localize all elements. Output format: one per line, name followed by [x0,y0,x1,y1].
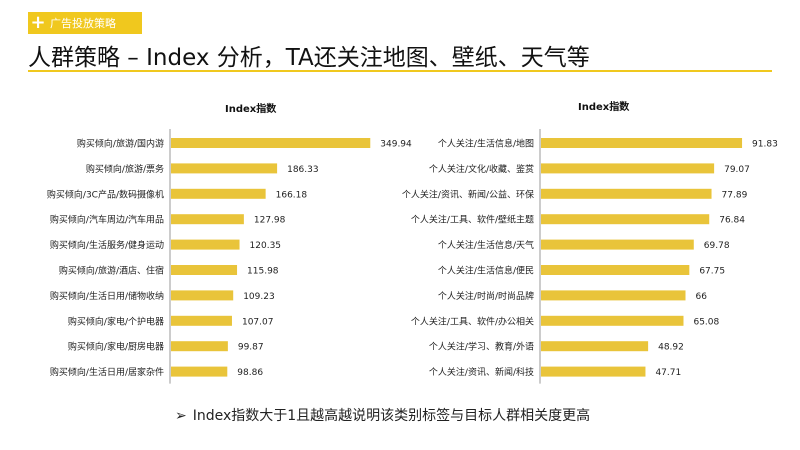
value-label: 76.84 [719,216,745,226]
bar [171,366,228,377]
value-label: 115.98 [247,267,279,277]
category-label: 购买倾向/汽车周边/汽车用品 [50,214,164,226]
category-label: 购买倾向/生活日用/储物收纳 [50,290,164,302]
category-label: 个人关注/生活信息/地图 [438,138,534,150]
plus-icon: + [30,12,46,33]
bar [541,341,649,352]
category-label: 购买倾向/旅游/票务 [86,163,164,175]
value-label: 91.83 [752,140,778,150]
value-label: 120.35 [250,241,282,251]
value-label: 79.07 [724,165,750,175]
category-label: 个人关注/资讯、新闻/科技 [429,366,534,378]
category-label: 购买倾向/家电/厨房电器 [68,341,164,353]
value-label: 65.08 [693,317,719,327]
value-label: 99.87 [238,343,264,353]
category-label: 购买倾向/生活日用/居家杂件 [50,366,164,378]
value-label: 186.33 [287,165,319,175]
value-label: 98.86 [237,368,263,378]
bar [171,188,266,199]
bar [171,163,278,174]
category-label: 个人关注/资讯、新闻/公益、环保 [402,188,534,200]
bar [541,315,684,326]
category-label: 个人关注/学习、教育/外语 [429,341,534,353]
bar [541,265,690,275]
bar [541,163,715,174]
value-label: 166.18 [276,190,308,200]
chart-title: Index指数 [578,100,630,113]
value-label: 66 [696,292,708,302]
bar [541,214,710,225]
bar [171,265,238,275]
arrow-icon: ➢ [175,408,187,424]
section-tag-label: 广告投放策略 [50,17,116,30]
category-label: 个人关注/文化/收藏、鉴赏 [429,163,534,175]
value-label: 127.98 [254,216,286,226]
value-label: 69.78 [704,241,730,251]
category-label: 购买倾向/生活服务/健身运动 [50,239,164,251]
value-label: 47.71 [655,368,681,378]
value-label: 48.92 [658,343,684,353]
value-label: 77.89 [722,190,748,200]
category-label: 购买倾向/旅游/国内游 [77,138,164,150]
category-label: 购买倾向/旅游/酒店、住宿 [59,265,164,277]
category-label: 个人关注/工具、软件/办公相关 [411,315,534,327]
value-label: 109.23 [243,292,275,302]
bar [541,239,694,250]
bar [171,214,244,225]
section-tag: + 广告投放策略 [28,12,142,34]
bar [171,239,240,250]
category-label: 购买倾向/家电/个护电器 [68,315,164,327]
bar [171,138,371,148]
bar [171,290,234,301]
category-label: 个人关注/工具、软件/壁纸主题 [411,214,534,226]
footer-note-text: Index指数大于1且越高越说明该类别标签与目标人群相关度更高 [192,408,591,424]
bar [541,366,646,377]
category-label: 个人关注/时尚/时尚品牌 [438,290,534,302]
bar [541,188,712,199]
value-label: 107.07 [242,317,273,327]
footer-note: ➢ Index指数大于1且越高越说明该类别标签与目标人群相关度更高 [175,405,590,425]
page-title: 人群策略 – Index 分析，TA还关注地图、壁纸、天气等 [28,45,590,71]
bar [541,290,686,301]
value-label: 349.94 [380,140,412,150]
category-label: 个人关注/生活信息/便民 [438,265,534,277]
category-label: 购买倾向/3C产品/数码摄像机 [47,188,164,200]
bar [171,341,228,352]
value-label: 67.75 [699,267,725,277]
bar [171,315,232,326]
title-underline [28,70,772,72]
category-label: 个人关注/生活信息/天气 [438,239,534,251]
bar [541,138,743,148]
chart-title: Index指数 [225,102,277,115]
